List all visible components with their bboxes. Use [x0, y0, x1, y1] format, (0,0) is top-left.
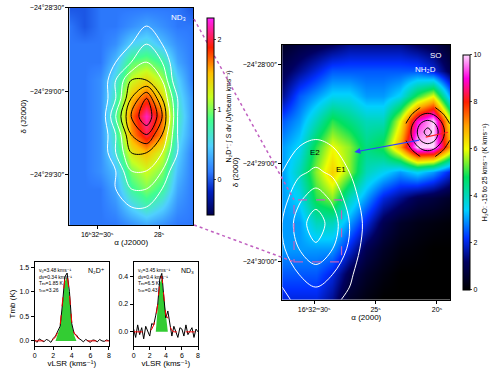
svg-text:6: 6	[180, 352, 184, 359]
svg-text:v₀=3.45 kms⁻¹dv=0.4 kms⁻¹Tₑₓ=6: v₀=3.45 kms⁻¹dv=0.4 kms⁻¹Tₑₓ=6.5 Kτₜₒₜ=0…	[138, 267, 170, 293]
svg-text:SO: SO	[430, 51, 442, 60]
svg-text:0: 0	[132, 352, 136, 359]
svg-text:−24°29′30″: −24°29′30″	[30, 171, 65, 178]
svg-text:0.0: 0.0	[119, 328, 129, 335]
svg-text:1.0: 1.0	[20, 288, 30, 295]
svg-text:0: 0	[33, 352, 37, 359]
svg-text:0: 0	[217, 176, 221, 183]
svg-text:20ˢ: 20ˢ	[432, 306, 443, 313]
svg-text:ND₃: ND₃	[171, 13, 186, 22]
svg-text:10: 10	[473, 51, 481, 58]
svg-text:−24°29′00″: −24°29′00″	[30, 88, 65, 95]
svg-text:−24°28′30″: −24°28′30″	[30, 4, 65, 11]
svg-text:8: 8	[107, 352, 111, 359]
svg-text:8: 8	[196, 352, 200, 359]
svg-text:E2: E2	[310, 148, 320, 157]
svg-text:Tmb (K): Tmb (K)	[8, 289, 17, 318]
svg-text:NH₂D: NH₂D	[415, 65, 436, 74]
svg-text:N₂D⁺: ∫ S dv (Jy/beam kms⁻¹): N₂D⁺: ∫ S dv (Jy/beam kms⁻¹)	[225, 70, 233, 162]
svg-text:α (2000): α (2000)	[351, 313, 381, 322]
svg-text:H₂O: -15 to 25 kms⁻¹ (K kms⁻¹): H₂O: -15 to 25 kms⁻¹ (K kms⁻¹)	[481, 124, 489, 222]
svg-text:4: 4	[473, 192, 477, 199]
svg-text:−24°29′00″: −24°29′00″	[243, 160, 278, 167]
svg-text:0.4: 0.4	[119, 273, 129, 280]
svg-text:4: 4	[164, 352, 168, 359]
svg-text:vLSR (kms⁻¹): vLSR (kms⁻¹)	[141, 359, 190, 368]
svg-text:6: 6	[88, 352, 92, 359]
svg-text:4: 4	[70, 352, 74, 359]
svg-text:vLSR (kms⁻¹): vLSR (kms⁻¹)	[47, 359, 96, 368]
svg-text:1.5: 1.5	[20, 264, 30, 271]
svg-text:0.0: 0.0	[20, 337, 30, 344]
svg-text:16ʰ32ᵐ30ˢ: 16ʰ32ᵐ30ˢ	[298, 306, 331, 313]
svg-text:8: 8	[473, 98, 477, 105]
svg-text:ND₃: ND₃	[181, 267, 194, 274]
svg-text:6: 6	[473, 145, 477, 152]
svg-text:E1: E1	[336, 165, 346, 174]
svg-text:2: 2	[217, 36, 221, 43]
svg-text:2: 2	[473, 239, 477, 246]
svg-text:25ˢ: 25ˢ	[370, 306, 381, 313]
svg-text:δ (J2000): δ (J2000)	[19, 99, 28, 133]
svg-text:0.2: 0.2	[119, 300, 129, 307]
svg-text:−24°28′00″: −24°28′00″	[243, 61, 278, 68]
svg-text:1: 1	[217, 106, 221, 113]
svg-text:N₂D⁺: N₂D⁺	[88, 267, 105, 274]
svg-text:0.5: 0.5	[20, 313, 30, 320]
svg-text:δ (2000): δ (2000)	[231, 157, 240, 187]
svg-text:v₀=3.48 kms⁻¹dv=0.34 kms⁻¹Tₑₓ=: v₀=3.48 kms⁻¹dv=0.34 kms⁻¹Tₑₓ=1.85 Kτₜₒₜ…	[39, 267, 72, 293]
svg-text:0: 0	[473, 286, 477, 293]
svg-text:−24°30′00″: −24°30′00″	[243, 258, 278, 265]
svg-text:2: 2	[148, 352, 152, 359]
svg-text:2: 2	[51, 352, 55, 359]
svg-text:α (J2000): α (J2000)	[114, 238, 148, 247]
svg-text:28ˢ: 28ˢ	[154, 231, 165, 238]
svg-text:16ʰ32ᵐ30ˢ: 16ʰ32ᵐ30ˢ	[81, 231, 114, 238]
